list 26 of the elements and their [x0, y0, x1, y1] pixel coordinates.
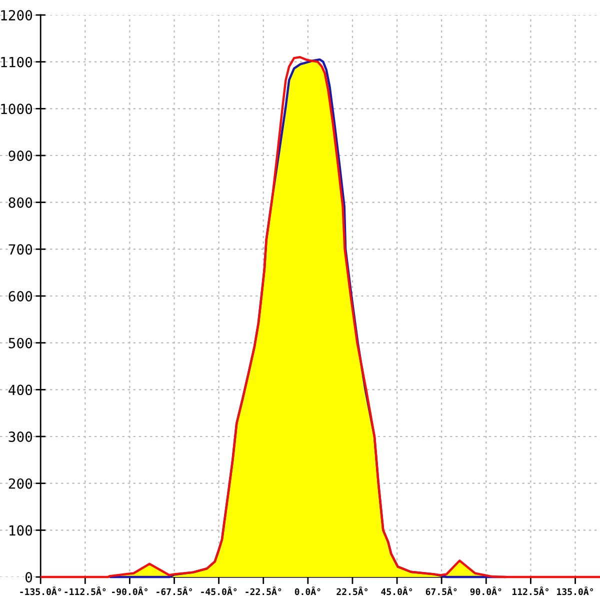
- y-tick-label: 1000: [1, 104, 32, 114]
- x-tick-label: 135.0Â°: [557, 586, 594, 596]
- x-tick-label: -45.0Â°: [201, 586, 237, 596]
- x-tick-label: 67.5Â°: [426, 586, 457, 596]
- y-tick-label: 400: [8, 384, 32, 396]
- y-tick-label: 200: [8, 478, 32, 489]
- x-tick-label: -112.5Â°: [64, 586, 106, 596]
- x-tick-label: 90.0Â°: [470, 586, 502, 596]
- y-tick-label: 500: [8, 338, 32, 348]
- x-tick-label: -90.0Â°: [112, 586, 148, 596]
- x-tick-label: 45.0Â°: [381, 586, 412, 596]
- y-tick-label: 600: [8, 291, 32, 302]
- x-tick-label: 112.5Â°: [512, 586, 548, 596]
- y-tick-label: 1200: [1, 10, 32, 21]
- y-tick-label: 0: [25, 572, 32, 583]
- x-tick-label: 22.5Â°: [336, 586, 368, 596]
- y-tick-label: 700: [8, 244, 32, 255]
- y-tick-label: 1100: [1, 56, 32, 68]
- x-tick-label: -67.5Â°: [156, 586, 192, 596]
- x-tick-label: 0.0Â°: [294, 586, 320, 596]
- y-tick-label: 300: [8, 432, 32, 442]
- y-tick-label: 900: [8, 150, 32, 162]
- y-tick-label: 100: [10, 525, 32, 536]
- x-tick-label: -22.5Â°: [246, 586, 282, 596]
- x-tick-label: -135.0Â°: [20, 586, 62, 596]
- y-tick-label: 800: [8, 197, 32, 208]
